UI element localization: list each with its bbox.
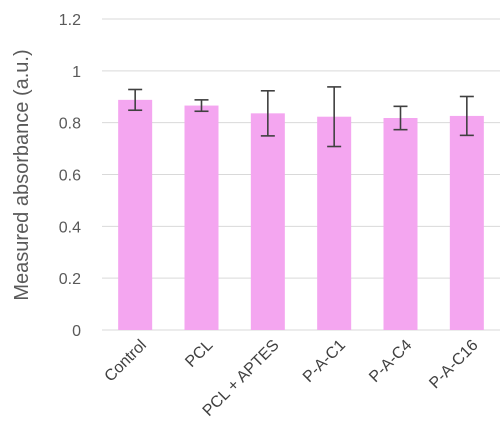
error-bars [128,86,474,148]
y-tick-label: 0.8 [59,116,81,133]
bar [250,113,285,330]
error-bar [128,88,143,112]
error-bar [459,95,474,137]
x-tick-label: PCL [182,337,216,371]
y-tick-label: 0.2 [59,271,81,288]
y-tick-label: 1.2 [59,12,81,29]
y-tick-label: 0.6 [59,168,81,185]
bar [449,115,484,330]
x-tick-label: P-A-C16 [426,337,481,392]
x-tick-label: P-A-C1 [300,337,349,386]
y-axis-title: Measured absorbance (a.u.) [11,49,33,300]
y-tick-label: 0.4 [59,219,81,236]
error-bar [194,99,209,113]
bar [383,118,418,330]
bar [118,99,153,330]
bar [184,105,219,330]
y-tick-label: 1 [72,64,81,81]
bars [118,99,484,330]
error-bar [260,89,275,137]
error-bar [327,86,342,148]
bar [317,116,352,330]
y-tick-label: 0 [72,323,81,340]
x-tick-label: P-A-C4 [366,337,415,386]
x-tick-label: Control [102,337,150,385]
error-bar [393,105,408,131]
gridlines [102,18,500,331]
y-tick-labels: 0 0.2 0.4 0.6 0.8 1 1.2 [59,12,81,340]
